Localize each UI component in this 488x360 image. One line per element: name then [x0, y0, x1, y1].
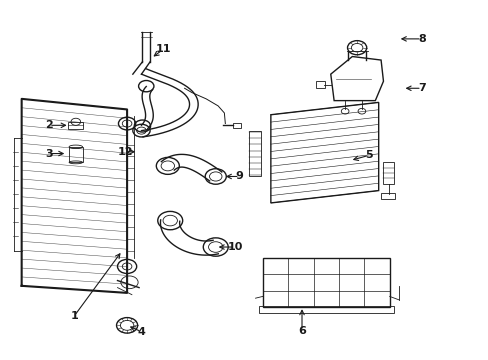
- Bar: [316, 81, 325, 88]
- Text: 4: 4: [137, 327, 145, 337]
- Bar: [68, 122, 83, 129]
- Bar: [380, 193, 395, 199]
- Text: 6: 6: [298, 326, 305, 336]
- Text: 11: 11: [155, 45, 170, 54]
- Bar: [249, 131, 261, 176]
- Text: 7: 7: [417, 83, 425, 93]
- Bar: [69, 147, 82, 162]
- Text: 3: 3: [45, 149, 53, 158]
- Bar: [383, 162, 393, 184]
- Text: 2: 2: [45, 120, 53, 130]
- Text: 9: 9: [235, 171, 243, 181]
- Text: 1: 1: [70, 311, 78, 321]
- Text: 10: 10: [227, 242, 242, 252]
- Text: 5: 5: [365, 150, 372, 160]
- Bar: [262, 258, 389, 307]
- Text: 12: 12: [118, 147, 133, 157]
- Bar: [258, 306, 393, 313]
- Text: 8: 8: [417, 34, 425, 44]
- Bar: [232, 123, 241, 128]
